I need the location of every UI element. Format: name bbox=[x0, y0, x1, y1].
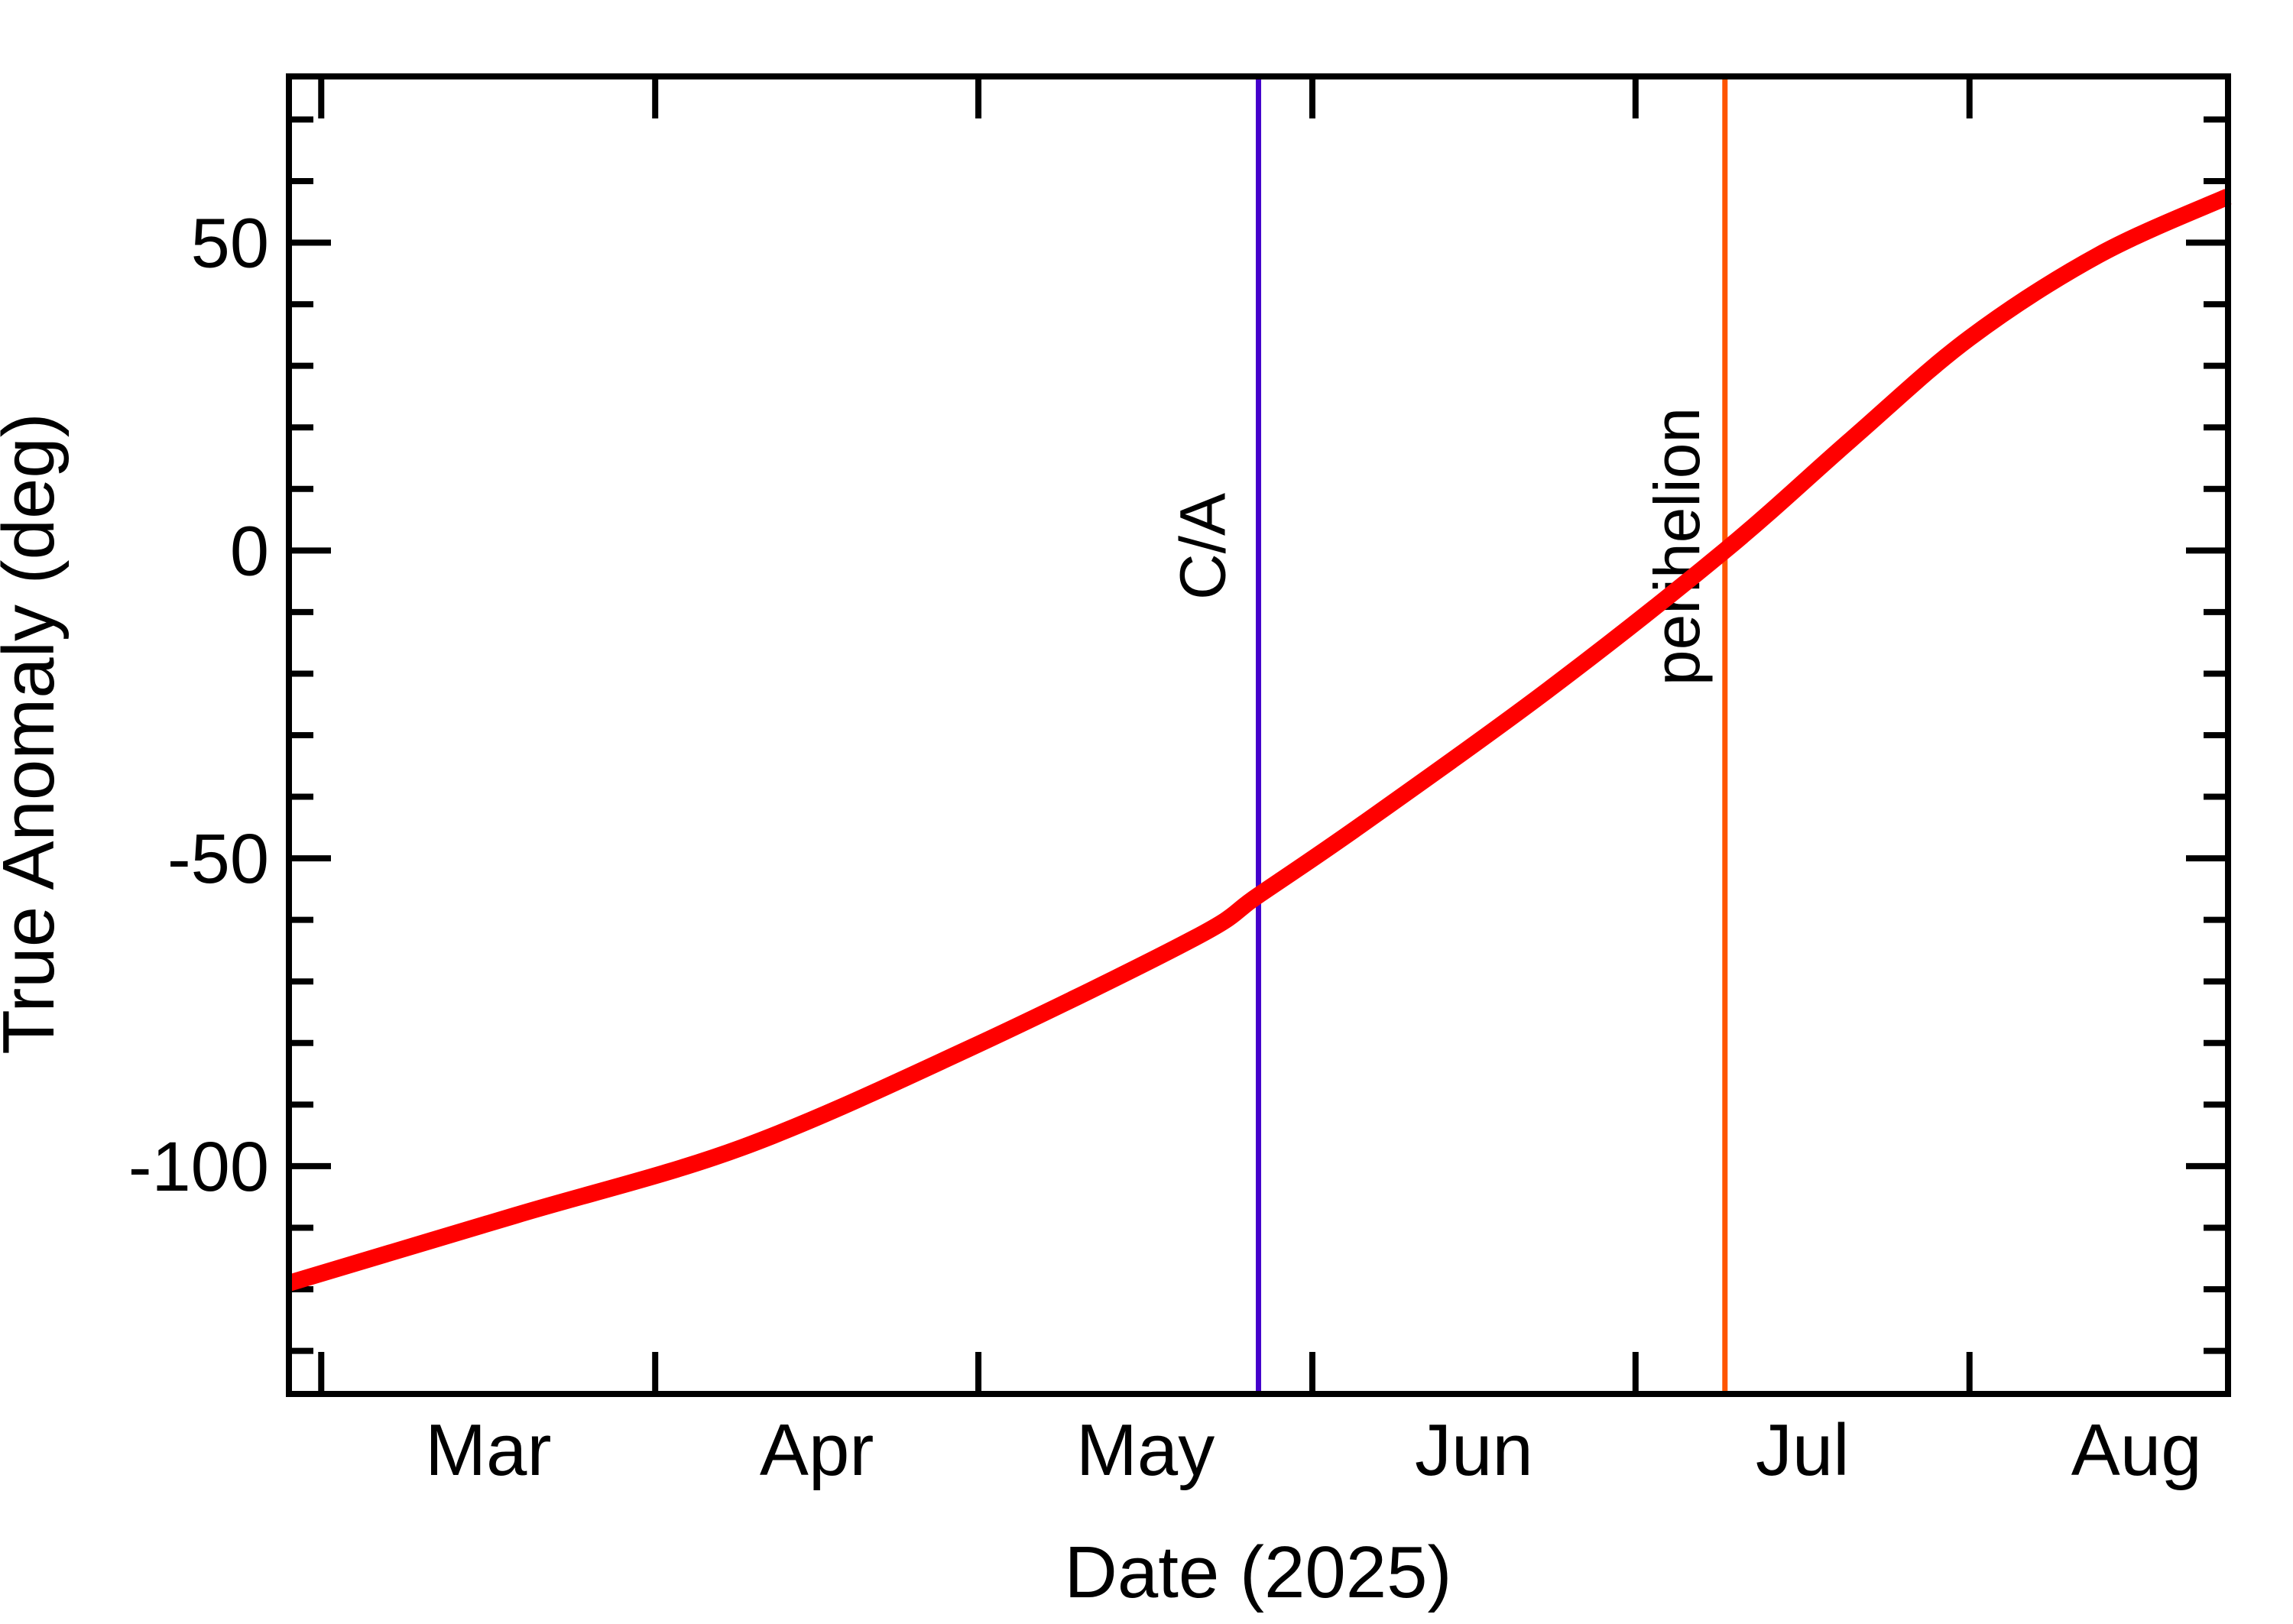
x-tick-label-mar: Mar bbox=[425, 1409, 551, 1491]
y-tick-label: -50 bbox=[167, 820, 269, 898]
ca-label: C/A bbox=[1167, 493, 1239, 600]
series bbox=[286, 189, 2232, 1292]
event-markers: C/A perihelion bbox=[1167, 76, 1728, 1394]
y-tick-label: 50 bbox=[191, 205, 269, 283]
x-tick-label-jul: Jul bbox=[1756, 1409, 1850, 1491]
y-tick-label: 0 bbox=[230, 512, 269, 590]
perihelion-label: perihelion bbox=[1641, 407, 1713, 686]
x-tick-label-may: May bbox=[1076, 1409, 1215, 1491]
x-tick-label-apr: Apr bbox=[760, 1409, 874, 1491]
true-anomaly-curve bbox=[286, 189, 2232, 1292]
x-axis-title: Date (2025) bbox=[1065, 1532, 1452, 1613]
plot-border bbox=[286, 73, 2231, 1397]
x-tick-label-jun: Jun bbox=[1415, 1409, 1533, 1491]
y-tick-label: -100 bbox=[128, 1128, 269, 1206]
axis-ticks bbox=[289, 76, 2228, 1394]
x-tick-label-aug: Aug bbox=[2071, 1409, 2202, 1491]
y-axis-title: True Anomaly (deg) bbox=[0, 413, 70, 1054]
axis-tick-labels: Mar Apr May Jun Jul Aug 50 0 -50 -100 bbox=[128, 205, 2202, 1491]
